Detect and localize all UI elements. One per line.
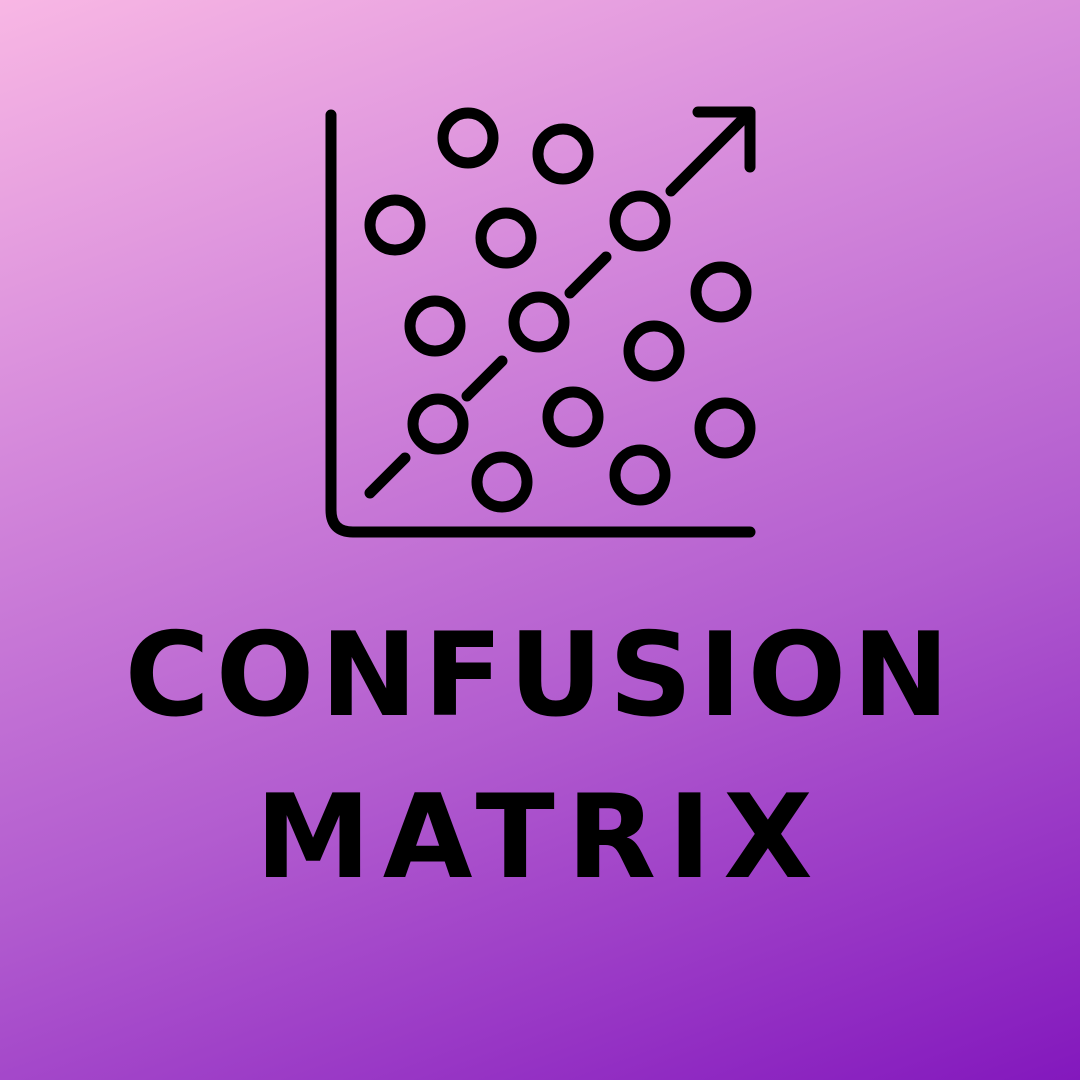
scatter-point-icon <box>623 320 685 382</box>
scatter-point-icon <box>542 386 604 448</box>
scatter-plot-svg <box>325 106 756 538</box>
scatter-point-icon <box>475 207 537 269</box>
scatter-point-icon <box>508 291 570 353</box>
trend-segment-icon <box>461 355 508 402</box>
scatter-point-icon <box>404 295 466 357</box>
trend-segment-icon <box>564 251 612 299</box>
scatter-point-icon <box>532 123 594 185</box>
scatter-point-icon <box>609 190 671 252</box>
scatter-point-icon <box>694 397 756 459</box>
scatter-point-icon <box>364 194 426 256</box>
scatter-point-icon <box>690 261 752 323</box>
scatter-point-icon <box>437 107 499 169</box>
title-line-2: MATRIX <box>255 770 825 905</box>
trend-segment-icon <box>364 452 411 499</box>
title-line-1: CONFUSION <box>124 608 956 743</box>
scatter-point-icon <box>407 393 469 455</box>
scatter-plot-trend-icon <box>320 100 765 545</box>
arrow-head-icon <box>692 106 756 173</box>
axis-line-icon <box>325 109 756 538</box>
scatter-point-icon <box>609 444 671 506</box>
scatter-point-icon <box>471 451 533 513</box>
trend-segment-icon <box>665 108 754 197</box>
